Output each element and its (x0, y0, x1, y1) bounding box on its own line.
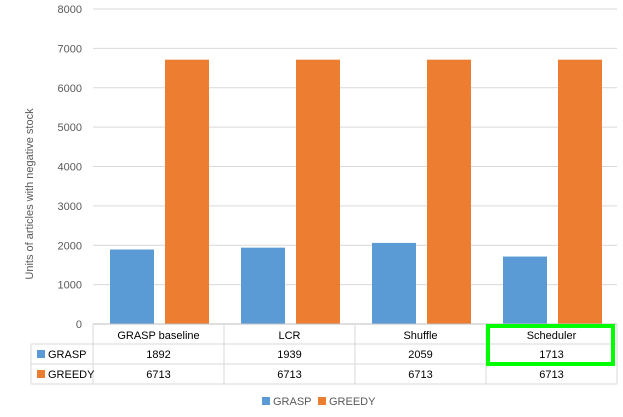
bar-grasp-0 (110, 249, 154, 324)
legend: GRASP GREEDY (262, 396, 376, 408)
table-cell-value: 1713 (539, 349, 563, 361)
y-tick-label: 8000 (58, 4, 82, 16)
highlight-box (486, 324, 615, 366)
x-tick-label: LCR (278, 330, 300, 342)
legend-label: GREEDY (329, 396, 376, 408)
bar-greedy-0 (165, 59, 209, 324)
table-key-grasp (37, 350, 45, 358)
table-series-label: GREEDY (48, 369, 95, 381)
table-key-greedy (37, 370, 45, 378)
table-cell-value: 6713 (146, 369, 170, 381)
x-tick-label: GRASP baseline (117, 330, 199, 342)
y-tick-label: 0 (76, 319, 82, 331)
table-cell-value: 6713 (539, 369, 563, 381)
y-tick-label: 1000 (58, 280, 82, 292)
y-tick-label: 3000 (58, 201, 82, 213)
legend-swatch-grasp (262, 397, 270, 405)
bars (110, 59, 602, 324)
y-tick-label: 4000 (58, 162, 82, 174)
table-cell-value: 6713 (408, 369, 432, 381)
legend-label: GRASP (273, 396, 312, 408)
y-tick-label: 5000 (58, 122, 82, 134)
bar-grasp-2 (372, 242, 416, 324)
bar-grasp-1 (241, 247, 285, 324)
y-tick-label: 6000 (58, 83, 82, 95)
legend-swatch-greedy (318, 397, 326, 405)
highlight-box-layer (486, 324, 615, 366)
bar-greedy-2 (427, 59, 471, 324)
y-tick-label: 7000 (58, 43, 82, 55)
bar-greedy-1 (296, 59, 340, 324)
y-tick-label: 2000 (58, 240, 82, 252)
table-cell-value: 1939 (277, 349, 301, 361)
bar-grasp-3 (503, 256, 547, 324)
y-axis-ticks: 0 1000 2000 3000 4000 5000 6000 7000 8000 (58, 4, 82, 331)
table-series-label: GRASP (48, 349, 87, 361)
table-cell-value: 1892 (146, 349, 170, 361)
table-cell-value: 6713 (277, 369, 301, 381)
x-tick-label: Shuffle (403, 330, 437, 342)
bar-greedy-3 (558, 59, 602, 324)
y-axis-label: Units of articles with negative stock (24, 108, 36, 280)
table-cell-value: 2059 (408, 349, 432, 361)
data-table: GRASP baseline LCR Shuffle Scheduler GRASP 18… (30, 323, 618, 385)
x-tick-label: Scheduler (527, 330, 577, 342)
